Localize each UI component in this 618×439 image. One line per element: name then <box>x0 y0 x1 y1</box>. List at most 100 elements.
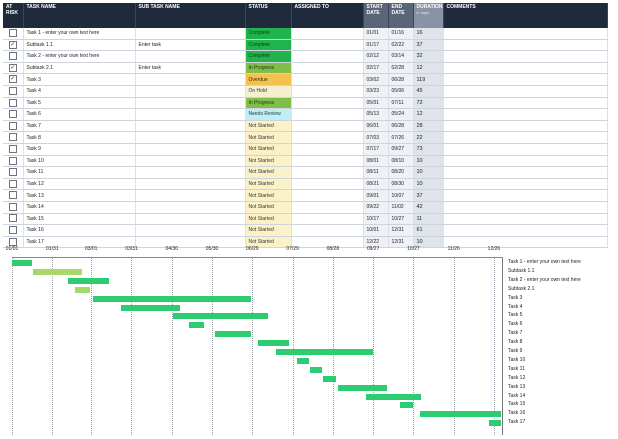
end-date-cell[interactable]: 03/14 <box>388 50 414 63</box>
task-name-cell[interactable]: Task 9 <box>23 143 136 156</box>
gantt-bar[interactable] <box>33 268 82 275</box>
checkbox[interactable] <box>8 237 17 246</box>
at-risk-checkbox-cell[interactable] <box>3 224 24 237</box>
checkbox[interactable] <box>8 191 17 200</box>
subtask-name-cell[interactable] <box>135 28 246 40</box>
comments-cell[interactable] <box>443 73 608 86</box>
checkbox-checked[interactable]: ✓ <box>8 75 17 84</box>
assigned-to-cell[interactable] <box>291 73 364 86</box>
end-date-cell[interactable]: 02/22 <box>388 39 414 52</box>
assigned-to-cell[interactable] <box>291 108 364 121</box>
start-date-cell[interactable]: 07/03 <box>363 131 389 144</box>
subtask-name-cell[interactable] <box>135 131 246 144</box>
task-name-cell[interactable]: Task 14 <box>23 201 136 214</box>
at-risk-checkbox-cell[interactable] <box>3 189 24 202</box>
start-date-cell[interactable]: 01/01 <box>363 28 389 40</box>
comments-cell[interactable] <box>443 178 608 191</box>
checkbox[interactable] <box>8 133 17 142</box>
comments-cell[interactable] <box>443 50 608 63</box>
at-risk-checkbox-cell[interactable] <box>3 166 24 179</box>
checkbox[interactable] <box>8 110 17 119</box>
at-risk-checkbox-cell[interactable] <box>3 236 24 249</box>
gantt-bar[interactable] <box>92 295 251 302</box>
start-date-cell[interactable]: 10/17 <box>363 213 389 226</box>
header-subtask-name[interactable]: SUB TASK NAME <box>135 3 246 28</box>
assigned-to-cell[interactable] <box>291 143 364 156</box>
comments-cell[interactable] <box>443 108 608 121</box>
end-date-cell[interactable]: 10/07 <box>388 189 414 202</box>
start-date-cell[interactable]: 10/01 <box>363 224 389 237</box>
status-cell[interactable]: Not Started <box>245 236 292 249</box>
subtask-name-cell[interactable] <box>135 201 246 214</box>
end-date-cell[interactable]: 02/28 <box>388 62 414 75</box>
at-risk-checkbox-cell[interactable] <box>3 28 24 40</box>
start-date-cell[interactable]: 03/23 <box>363 85 389 98</box>
subtask-name-cell[interactable] <box>135 224 246 237</box>
assigned-to-cell[interactable] <box>291 201 364 214</box>
task-name-cell[interactable]: Task 15 <box>23 213 136 226</box>
gantt-bar[interactable] <box>399 402 414 409</box>
assigned-to-cell[interactable] <box>291 28 364 40</box>
gantt-bar[interactable] <box>310 366 323 373</box>
checkbox[interactable] <box>8 28 17 37</box>
header-status[interactable]: STATUS <box>245 3 292 28</box>
at-risk-checkbox-cell[interactable] <box>3 97 24 110</box>
subtask-name-cell[interactable] <box>135 236 246 249</box>
start-date-cell[interactable]: 02/12 <box>363 50 389 63</box>
checkbox[interactable] <box>8 202 17 211</box>
at-risk-checkbox-cell[interactable] <box>3 120 24 133</box>
at-risk-checkbox-cell[interactable]: ✓ <box>3 39 24 52</box>
checkbox[interactable] <box>8 52 17 61</box>
at-risk-checkbox-cell[interactable] <box>3 50 24 63</box>
comments-cell[interactable] <box>443 143 608 156</box>
gantt-bar[interactable] <box>257 340 289 347</box>
subtask-name-cell[interactable] <box>135 178 246 191</box>
task-name-cell[interactable]: Task 7 <box>23 120 136 133</box>
task-name-cell[interactable]: Subtask 2.1 <box>23 62 136 75</box>
checkbox-checked[interactable]: ✓ <box>8 40 17 49</box>
start-date-cell[interactable]: 07/17 <box>363 143 389 156</box>
gantt-bar[interactable] <box>323 375 336 382</box>
at-risk-checkbox-cell[interactable] <box>3 143 24 156</box>
at-risk-checkbox-cell[interactable] <box>3 108 24 121</box>
end-date-cell[interactable]: 12/31 <box>388 236 414 249</box>
subtask-name-cell[interactable] <box>135 85 246 98</box>
status-cell[interactable]: Not Started <box>245 120 292 133</box>
start-date-cell[interactable]: 09/22 <box>363 201 389 214</box>
start-date-cell[interactable]: 08/21 <box>363 178 389 191</box>
subtask-name-cell[interactable] <box>135 166 246 179</box>
assigned-to-cell[interactable] <box>291 50 364 63</box>
assigned-to-cell[interactable] <box>291 166 364 179</box>
gantt-bar[interactable] <box>214 331 251 338</box>
at-risk-checkbox-cell[interactable] <box>3 201 24 214</box>
gantt-bar[interactable] <box>488 420 501 427</box>
subtask-name-cell[interactable] <box>135 143 246 156</box>
end-date-cell[interactable]: 10/27 <box>388 213 414 226</box>
status-cell[interactable]: Not Started <box>245 166 292 179</box>
end-date-cell[interactable]: 12/31 <box>388 224 414 237</box>
comments-cell[interactable] <box>443 28 608 40</box>
assigned-to-cell[interactable] <box>291 236 364 249</box>
end-date-cell[interactable]: 08/20 <box>388 166 414 179</box>
task-name-cell[interactable]: Task 16 <box>23 224 136 237</box>
at-risk-checkbox-cell[interactable]: ✓ <box>3 73 24 86</box>
header-comments[interactable]: COMMENTS <box>443 3 608 28</box>
comments-cell[interactable] <box>443 62 608 75</box>
comments-cell[interactable] <box>443 224 608 237</box>
at-risk-checkbox-cell[interactable]: ✓ <box>3 62 24 75</box>
comments-cell[interactable] <box>443 97 608 110</box>
task-name-cell[interactable]: Task 11 <box>23 166 136 179</box>
status-cell[interactable]: Not Started <box>245 178 292 191</box>
header-assigned-to[interactable]: ASSIGNED TO <box>291 3 364 28</box>
assigned-to-cell[interactable] <box>291 85 364 98</box>
start-date-cell[interactable]: 03/02 <box>363 73 389 86</box>
gantt-bar[interactable] <box>173 313 269 320</box>
assigned-to-cell[interactable] <box>291 178 364 191</box>
gantt-bar[interactable] <box>75 286 90 293</box>
task-name-cell[interactable]: Task 2 - enter your own text here <box>23 50 136 63</box>
checkbox[interactable] <box>8 86 17 95</box>
assigned-to-cell[interactable] <box>291 62 364 75</box>
status-cell[interactable]: Not Started <box>245 201 292 214</box>
start-date-cell[interactable]: 01/17 <box>363 39 389 52</box>
comments-cell[interactable] <box>443 155 608 168</box>
